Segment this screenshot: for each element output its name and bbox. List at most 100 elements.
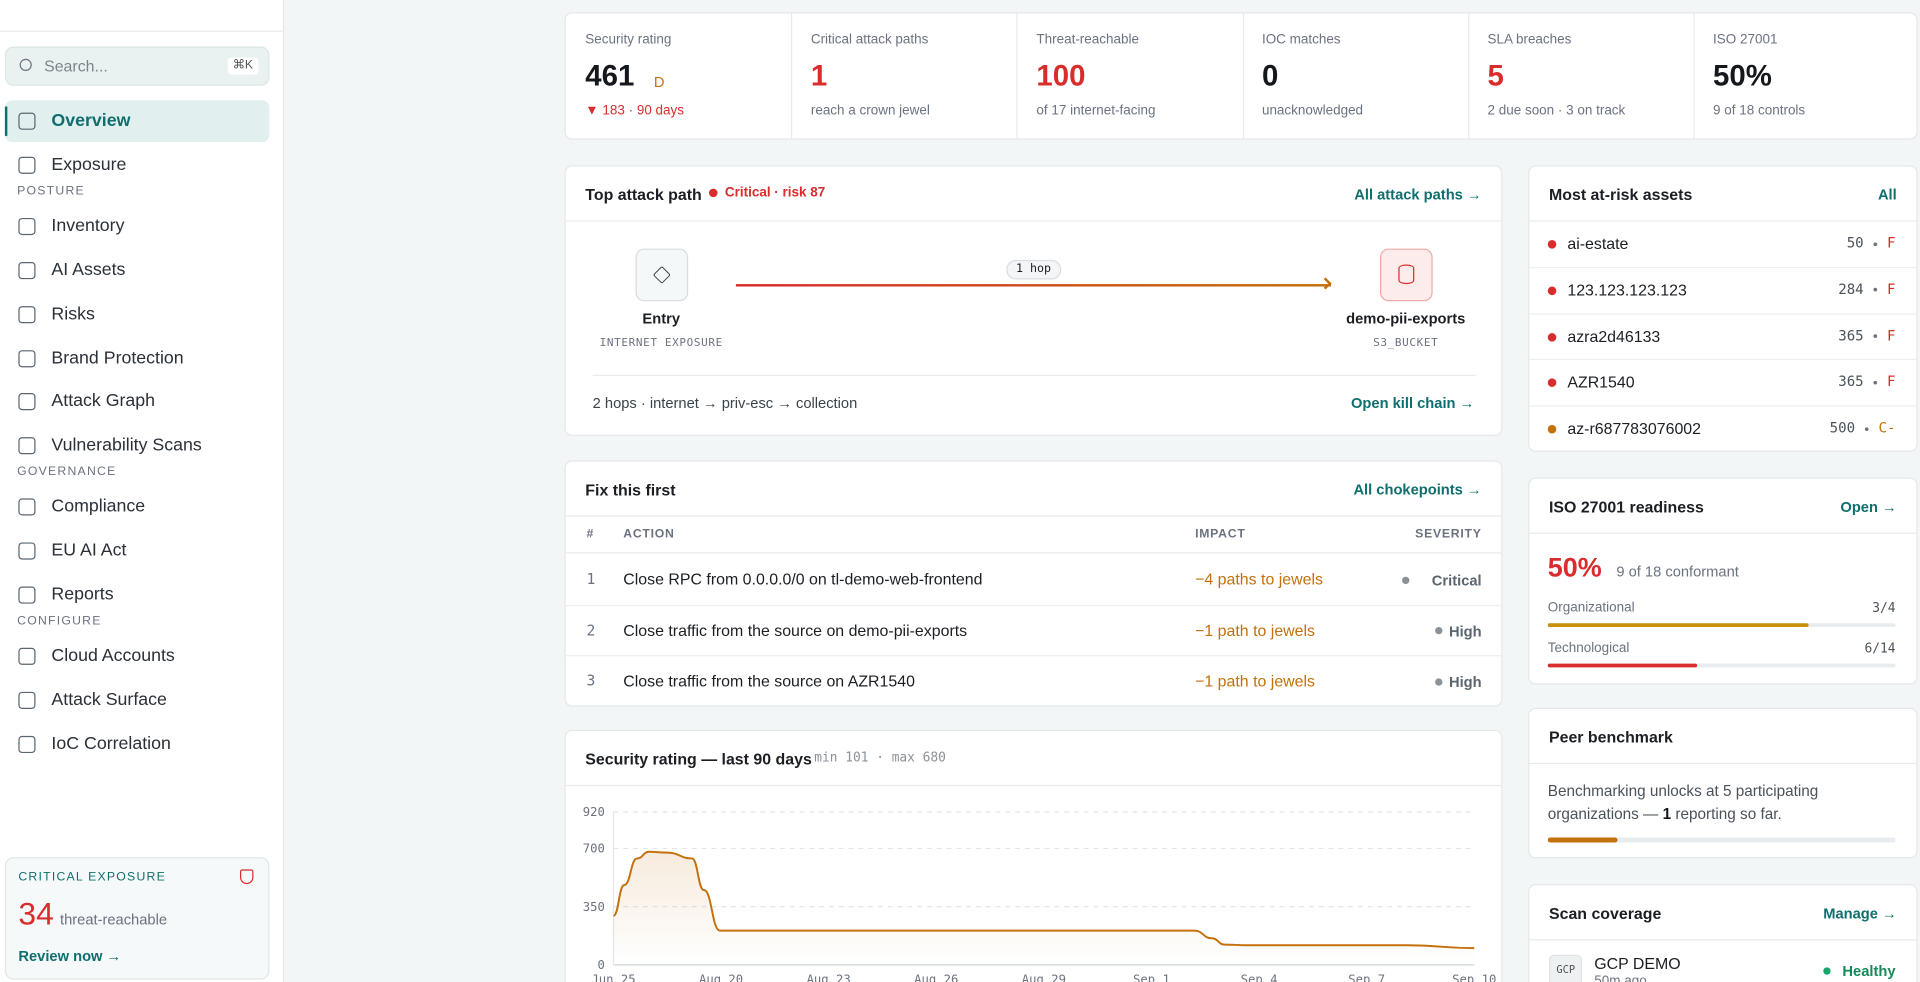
iso-value: 50% — [1547, 552, 1602, 583]
progress-fill — [1547, 837, 1618, 843]
status-dot — [1823, 967, 1832, 975]
search-box — [4, 46, 270, 86]
kpi-sub: 9 of 18 controls — [1713, 103, 1806, 119]
nav-item[interactable]: Vulnerability Scans — [51, 435, 202, 456]
alert-icon — [240, 869, 254, 885]
card-title: Most at-risk assets — [1548, 184, 1693, 204]
separator — [1864, 426, 1869, 431]
nav-item[interactable]: Overview — [51, 111, 131, 131]
nav-item[interactable]: AI Assets — [51, 260, 126, 280]
kpi-sub: unacknowledged — [1261, 103, 1364, 119]
separator — [1873, 288, 1878, 292]
asset-grade: C- — [1878, 419, 1896, 437]
card-divider — [1529, 532, 1917, 534]
source-node — [635, 248, 689, 302]
kpi-label: Critical attack paths — [810, 32, 929, 48]
nav-icon — [18, 156, 36, 174]
nav-item[interactable]: Brand Protection — [51, 348, 184, 368]
kill-chain-link[interactable]: Open kill chain → — [1350, 394, 1475, 412]
fix-card: Fix this first All chokepoints → # ACTION IM… — [564, 460, 1503, 707]
shortcut: ⌘K — [227, 57, 258, 75]
peer-card: Peer benchmark Benchmarking unlocks at 5 … — [1528, 707, 1918, 859]
nav-item[interactable]: Inventory — [51, 216, 125, 236]
asset-score: 365 — [1838, 373, 1864, 391]
bar-fill — [1547, 623, 1809, 627]
row-impact: −1 path to jewels — [1195, 671, 1316, 691]
kpi-divider — [1242, 13, 1244, 139]
bar-fill — [1547, 663, 1698, 668]
kpi-label: IOC matches — [1261, 32, 1341, 48]
nav-item[interactable]: Risks — [51, 304, 95, 324]
row-impact: −4 paths to jewels — [1195, 570, 1323, 589]
row-divider — [565, 655, 1502, 657]
nav-icon — [18, 542, 36, 560]
kpi-value: 100 — [1036, 60, 1086, 94]
nav-item[interactable]: Exposure — [51, 155, 127, 175]
card-link[interactable]: All — [1877, 185, 1897, 203]
card-link[interactable]: Manage → — [1823, 904, 1897, 922]
nav-section: GOVERNANCE — [17, 465, 117, 480]
asset-name: azra2d46133 — [1567, 327, 1661, 346]
nav-item[interactable]: Compliance — [51, 497, 146, 517]
nav-item[interactable]: Attack Surface — [51, 690, 167, 710]
card-title: Peer benchmark — [1548, 727, 1673, 746]
kpi-label: Security rating — [585, 32, 672, 48]
nav-item[interactable]: Cloud Accounts — [51, 646, 175, 666]
bar-track — [1547, 623, 1896, 627]
nav-icon — [18, 261, 36, 279]
search-icon — [19, 58, 32, 72]
bar-label: Organizational — [1547, 600, 1635, 616]
kpi-value: 1 — [810, 60, 828, 94]
card-link[interactable]: All attack paths → — [1354, 185, 1482, 203]
asset-name: ai-estate — [1567, 234, 1629, 253]
card-divider — [565, 515, 1502, 517]
progress-track — [1547, 837, 1896, 843]
nav-item[interactable]: Reports — [51, 585, 114, 605]
iso-caption: 9 of 18 conformant — [1616, 563, 1739, 581]
kpi-value: 0 — [1261, 60, 1279, 94]
kpi-label: ISO 27001 — [1713, 32, 1778, 48]
card-link[interactable]: Open → — [1840, 497, 1897, 515]
bar-label: Technological — [1547, 641, 1630, 656]
nav-item[interactable]: Attack Graph — [51, 392, 156, 412]
status-dot — [1547, 240, 1557, 249]
card-title: Fix this first — [585, 480, 676, 499]
divider — [0, 30, 283, 32]
card-title: Top attack path — [585, 184, 702, 204]
status-dot — [1547, 425, 1557, 434]
target-icon — [1398, 264, 1415, 285]
alert-value: 34 — [18, 895, 54, 932]
column-header: ACTION — [623, 527, 675, 542]
alert-caption: threat-reachable — [60, 911, 168, 929]
bar-ratio: 3/4 — [1872, 600, 1896, 616]
alert-link[interactable]: Review now → — [18, 947, 122, 965]
nav-icon — [18, 305, 36, 323]
nav-active — [4, 100, 270, 143]
kpi-value: 5 — [1487, 60, 1504, 94]
asset-score: 284 — [1838, 280, 1864, 298]
separator — [1873, 334, 1878, 339]
kpi-divider — [1693, 13, 1695, 139]
source-kind: INTERNET EXPOSURE — [599, 337, 723, 350]
row-divider — [565, 604, 1502, 606]
nav-item[interactable]: EU AI Act — [51, 541, 127, 561]
divider — [592, 374, 1476, 376]
card-link[interactable]: All chokepoints → — [1353, 480, 1482, 498]
target-kind: S3_BUCKET — [1373, 337, 1439, 350]
row-action: Close RPC from 0.0.0.0/0 on tl-demo-web-… — [623, 570, 983, 589]
separator — [1873, 241, 1878, 246]
row-action: Close traffic from the source on demo-pi… — [623, 620, 968, 640]
kpi-sub: reach a crown jewel — [810, 103, 930, 119]
nav-icon — [18, 691, 36, 709]
nav-item[interactable]: IoC Correlation — [51, 734, 171, 754]
status-dot — [1547, 332, 1557, 342]
kpi-strip: Security rating 461 D ▼ 183 · 90 days Critic… — [564, 12, 1918, 140]
nav-icon — [18, 735, 36, 753]
severity-dot — [1434, 677, 1442, 686]
asset-grade: F — [1887, 280, 1896, 298]
card-divider — [1529, 762, 1917, 765]
path-summary: 2 hops · internet → priv-esc → collectio… — [592, 394, 858, 412]
row-severity: High — [1448, 673, 1482, 691]
source-name: Entry — [642, 309, 681, 327]
